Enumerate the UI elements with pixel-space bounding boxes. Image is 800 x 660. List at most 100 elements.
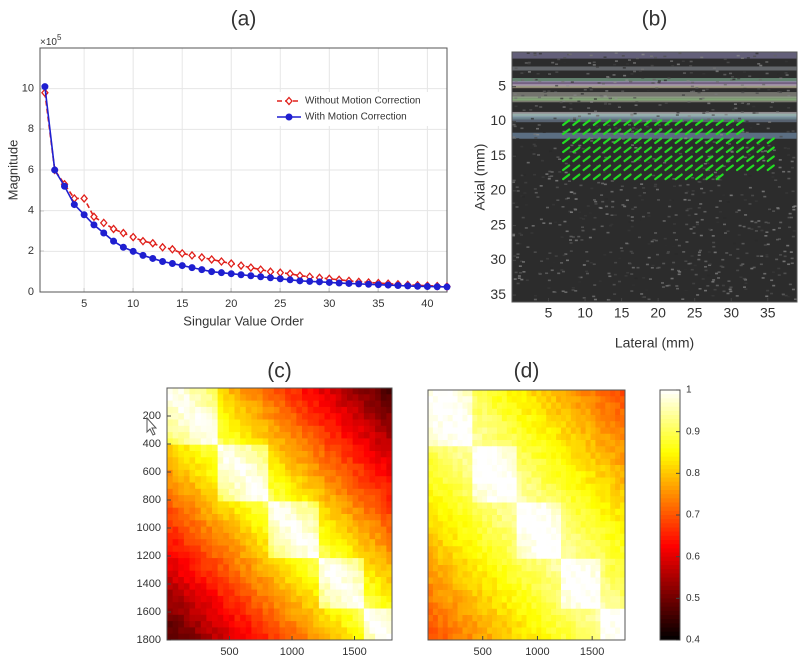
heatmap-cell bbox=[452, 390, 458, 397]
motion-vector bbox=[674, 155, 683, 163]
speckle bbox=[548, 175, 552, 178]
heatmap-cell bbox=[477, 627, 483, 635]
heatmap-cell bbox=[206, 614, 213, 622]
heatmap-cell bbox=[228, 451, 235, 458]
speckle bbox=[620, 133, 624, 135]
motion-vector bbox=[654, 119, 663, 127]
heatmap-cell bbox=[330, 469, 337, 477]
heatmap-cell bbox=[335, 558, 342, 565]
heatmap-cell bbox=[335, 469, 342, 477]
heatmap-cell bbox=[352, 595, 359, 603]
heatmap-cell bbox=[206, 406, 213, 414]
heatmap-cell bbox=[273, 633, 280, 641]
heatmap-cell bbox=[487, 527, 493, 535]
y-tick-label: 1200 bbox=[137, 550, 161, 562]
heatmap-cell bbox=[189, 564, 196, 572]
heatmap-cell bbox=[386, 476, 393, 483]
heatmap-cell bbox=[546, 590, 552, 597]
heatmap-cell bbox=[447, 577, 454, 585]
heatmap-cell bbox=[352, 532, 359, 540]
heatmap-cell bbox=[511, 427, 518, 435]
motion-vector bbox=[592, 137, 601, 145]
heatmap-cell bbox=[279, 438, 286, 446]
speckle bbox=[698, 287, 702, 290]
speckle bbox=[548, 170, 552, 173]
heatmap-cell bbox=[556, 396, 562, 403]
heatmap-cell bbox=[195, 532, 202, 540]
speckle bbox=[558, 224, 562, 226]
heatmap-cell bbox=[551, 540, 557, 547]
speckle bbox=[652, 158, 656, 160]
motion-vector bbox=[633, 137, 642, 145]
heatmap-cell bbox=[560, 602, 567, 610]
heatmap-cell bbox=[245, 507, 252, 515]
heatmap-cell bbox=[195, 432, 202, 439]
marker bbox=[345, 279, 353, 287]
heatmap-cell bbox=[285, 570, 292, 578]
heatmap-cell bbox=[615, 465, 621, 472]
heatmap-cell bbox=[610, 396, 616, 403]
heatmap-cell bbox=[575, 577, 582, 585]
heatmap-cell bbox=[307, 633, 314, 641]
speckle bbox=[711, 109, 715, 111]
heatmap-cell bbox=[477, 396, 483, 403]
heatmap-cell bbox=[245, 451, 252, 458]
heatmap-cell bbox=[610, 502, 616, 510]
heatmap-cell bbox=[330, 633, 337, 641]
speckle bbox=[573, 208, 577, 210]
heatmap-cell bbox=[330, 444, 337, 452]
heatmap-cell bbox=[352, 526, 359, 534]
speckle bbox=[764, 221, 768, 224]
heatmap-cell bbox=[313, 520, 320, 527]
heatmap-cell bbox=[442, 521, 449, 528]
heatmap-cell bbox=[585, 440, 591, 447]
speckle bbox=[777, 238, 781, 240]
heatmap-cell bbox=[605, 402, 611, 410]
heatmap-cell bbox=[245, 558, 252, 565]
heatmap-cell bbox=[516, 627, 522, 635]
speckle bbox=[760, 150, 764, 153]
speckle bbox=[603, 103, 607, 105]
heatmap-cell bbox=[200, 595, 207, 603]
heatmap-cell bbox=[531, 452, 537, 460]
speckle bbox=[656, 253, 660, 256]
heatmap-cell bbox=[560, 583, 567, 591]
heatmap-cell bbox=[551, 602, 557, 610]
motion-vector bbox=[562, 137, 571, 145]
speckle bbox=[640, 199, 644, 201]
speckle bbox=[745, 252, 749, 255]
heatmap-cell bbox=[442, 590, 449, 597]
colorbar-tick-label: 1 bbox=[686, 385, 692, 396]
heatmap-cell bbox=[526, 402, 532, 410]
heatmap-cell bbox=[575, 433, 582, 441]
speckle bbox=[777, 227, 781, 229]
heatmap-cell bbox=[313, 526, 320, 534]
heatmap-cell bbox=[560, 490, 567, 497]
heatmap-cell bbox=[234, 526, 241, 534]
heatmap-cell bbox=[551, 440, 557, 447]
heatmap-cell bbox=[172, 488, 179, 496]
speckle bbox=[723, 58, 727, 61]
heatmap-cell bbox=[313, 495, 320, 502]
speckle bbox=[602, 143, 606, 145]
heatmap-cell bbox=[560, 540, 567, 547]
heatmap-cell bbox=[245, 400, 252, 408]
heatmap-cell bbox=[228, 608, 235, 616]
heatmap-cell bbox=[352, 469, 359, 477]
speckle bbox=[788, 68, 792, 71]
colorbar-segment bbox=[660, 544, 680, 549]
heatmap-cell bbox=[511, 402, 518, 410]
speckle bbox=[787, 154, 791, 156]
heatmap-cell bbox=[195, 394, 202, 401]
heatmap-cell bbox=[206, 444, 213, 452]
speckle bbox=[524, 204, 528, 206]
motion-vector bbox=[766, 155, 775, 163]
colorbar-segment bbox=[660, 565, 680, 570]
heatmap-cell bbox=[585, 552, 591, 560]
heatmap-cell bbox=[347, 595, 354, 603]
speckle bbox=[567, 53, 571, 56]
heatmap-cell bbox=[189, 482, 196, 490]
heatmap-cell bbox=[620, 577, 626, 585]
heatmap-cell bbox=[560, 483, 567, 491]
